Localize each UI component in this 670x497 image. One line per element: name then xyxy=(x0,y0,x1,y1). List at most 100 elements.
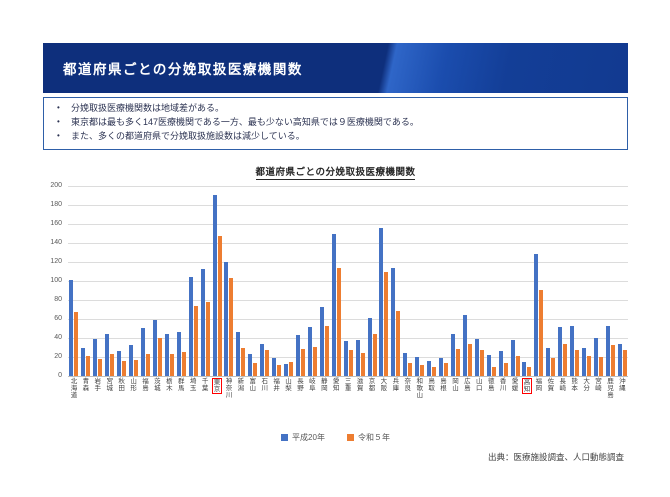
x-label-text: 和歌山 xyxy=(416,377,423,400)
bar-平成20年 xyxy=(558,327,563,376)
bar-group: 島根 xyxy=(438,186,450,428)
bar-令和５年 xyxy=(491,367,496,376)
x-label-highlighted: 東京 xyxy=(212,377,223,428)
x-label: 大阪 xyxy=(380,378,388,428)
bar-平成20年 xyxy=(81,348,86,376)
bar-group: 青森 xyxy=(80,186,92,428)
bar-令和５年 xyxy=(134,359,139,376)
bar-group: 静岡 xyxy=(318,186,330,428)
x-label-text: 岩手 xyxy=(94,377,102,392)
bar-group: 岩手 xyxy=(92,186,104,428)
x-label-text: 大阪 xyxy=(380,377,388,392)
bar-平成20年 xyxy=(105,334,110,376)
bar-pair xyxy=(533,186,545,376)
bar-pair xyxy=(557,186,569,376)
x-label: 千葉 xyxy=(201,378,209,428)
x-label-text: 愛媛 xyxy=(511,377,519,392)
bar-group: 滋賀 xyxy=(354,186,366,428)
x-label-text: 愛知 xyxy=(332,377,340,392)
bar-group: 和歌山 xyxy=(414,186,426,428)
bar-pair xyxy=(461,186,473,376)
bar-令和５年 xyxy=(610,345,615,376)
y-axis: 0 20 40 60 80 100 120 140 160 180 200 xyxy=(43,182,65,379)
bar-group: 大阪 xyxy=(378,186,390,428)
bar-pair xyxy=(163,186,175,376)
bar-平成20年 xyxy=(570,326,575,376)
bar-group: 宮城 xyxy=(104,186,116,428)
bar-平成20年 xyxy=(260,344,265,376)
bar-令和５年 xyxy=(265,350,270,376)
x-label: 山形 xyxy=(130,378,138,428)
bar-平成20年 xyxy=(140,328,145,376)
x-label-text: 長野 xyxy=(297,377,304,392)
x-label: 福島 xyxy=(141,378,149,428)
bar-平成20年 xyxy=(522,361,527,376)
bar-pair xyxy=(175,186,187,376)
bar-group: 香川 xyxy=(497,186,509,428)
bar-pair xyxy=(128,186,140,376)
bar-平成20年 xyxy=(331,234,336,376)
bar-平成20年 xyxy=(605,325,610,376)
bar-平成20年 xyxy=(307,327,312,376)
bar-令和５年 xyxy=(169,354,174,376)
x-label: 佐賀 xyxy=(547,378,555,428)
y-tick-label: 60 xyxy=(54,315,62,323)
x-label: 島根 xyxy=(440,378,448,428)
bar-平成20年 xyxy=(462,315,467,376)
bar-group: 山口 xyxy=(473,186,485,428)
x-label: 青森 xyxy=(82,378,90,428)
x-label-text: 新潟 xyxy=(237,377,245,392)
y-tick-label: 140 xyxy=(50,239,62,247)
bar-平成20年 xyxy=(498,351,503,376)
gridline xyxy=(68,375,628,377)
bar-pair xyxy=(402,186,414,376)
x-label: 茨城 xyxy=(153,378,161,428)
bar-pair xyxy=(545,186,557,376)
y-tick-label: 200 xyxy=(50,182,62,190)
bar-group: 長野 xyxy=(295,186,307,428)
bar-group: 山梨 xyxy=(283,186,295,428)
bar-令和５年 xyxy=(444,363,449,376)
bar-pair xyxy=(342,186,354,376)
x-label-text: 青森 xyxy=(82,377,90,392)
bar-pair xyxy=(378,186,390,376)
bar-group: 奈良 xyxy=(402,186,414,428)
bar-平成20年 xyxy=(379,227,384,376)
x-label: 岡山 xyxy=(451,378,459,428)
bar-令和５年 xyxy=(98,358,103,376)
bar-令和５年 xyxy=(181,352,186,376)
bar-令和５年 xyxy=(74,312,79,376)
bar-令和５年 xyxy=(384,272,389,376)
gridline xyxy=(68,223,628,225)
gridline xyxy=(68,185,628,187)
bar-group: 秋田 xyxy=(116,186,128,428)
source-note: 出典：医療施設調査、人口動態調査 xyxy=(487,451,624,462)
x-label-text: 長崎 xyxy=(559,377,567,392)
bar-平成20年 xyxy=(510,339,515,376)
bar-平成20年 xyxy=(93,338,98,376)
bar-平成20年 xyxy=(200,269,205,376)
x-label: 広島 xyxy=(463,378,471,428)
x-label: 新潟 xyxy=(237,378,245,428)
bar-pair xyxy=(283,186,295,376)
bar-平成20年 xyxy=(486,354,491,376)
bar-pair xyxy=(604,186,616,376)
x-label-text: 栃木 xyxy=(166,377,173,392)
bar-group: 広島 xyxy=(461,186,473,428)
x-label: 愛知 xyxy=(332,378,340,428)
x-label: 和歌山 xyxy=(416,378,424,428)
summary-bullet: 分娩取扱医療機関数は地域差がある。 xyxy=(54,102,619,116)
bar-group: 石川 xyxy=(259,186,271,428)
bar-平成20年 xyxy=(391,267,396,376)
bar-group: 福島 xyxy=(140,186,152,428)
x-label: 三重 xyxy=(344,378,352,428)
bar-pair xyxy=(80,186,92,376)
chart-title: 都道府県ごとの分娩取扱医療機関数 xyxy=(255,164,416,180)
gridline xyxy=(68,356,628,358)
x-label-text: 秋田 xyxy=(118,377,125,392)
x-label: 群馬 xyxy=(177,378,185,428)
bar-chart: 0 20 40 60 80 100 120 140 160 180 200 北海道青森岩手宮城秋田山… xyxy=(43,182,628,428)
bar-pair xyxy=(473,186,485,376)
bar-group: 鳥取 xyxy=(426,186,438,428)
x-label-text: 広島 xyxy=(464,377,471,392)
